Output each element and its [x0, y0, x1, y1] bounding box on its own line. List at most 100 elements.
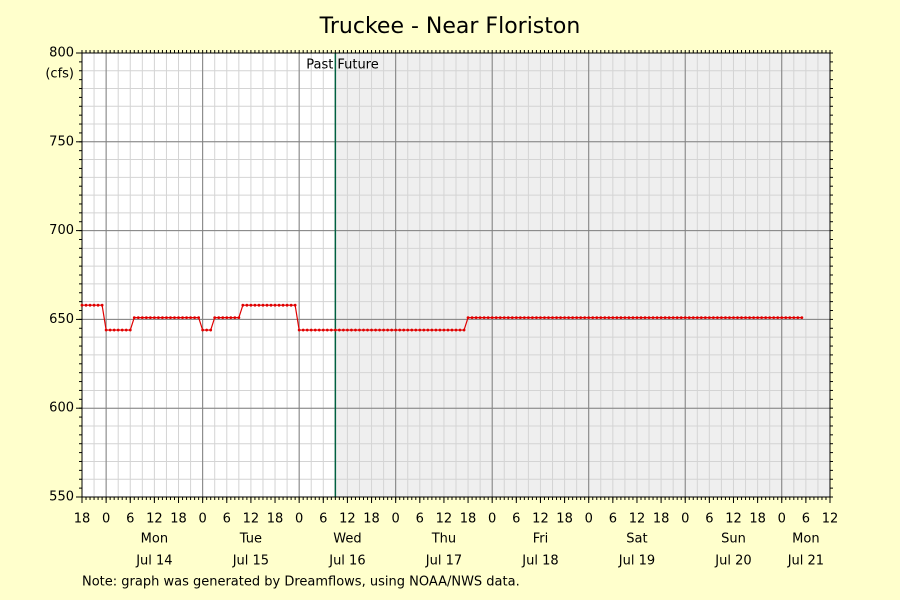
- data-point: [695, 316, 699, 320]
- data-point: [462, 328, 466, 332]
- data-point: [157, 316, 160, 320]
- data-point: [510, 316, 514, 320]
- data-point: [760, 316, 764, 320]
- data-point: [144, 316, 148, 320]
- data-point: [543, 316, 546, 320]
- data-point: [80, 303, 84, 307]
- data-point: [346, 328, 349, 332]
- date-label: Jul 17: [425, 554, 462, 569]
- data-point: [715, 316, 719, 320]
- data-point: [780, 316, 784, 320]
- data-point: [418, 328, 422, 332]
- y-tick-label: 650: [49, 312, 74, 327]
- data-point: [100, 303, 104, 307]
- data-point: [297, 328, 301, 332]
- data-point: [317, 328, 321, 332]
- data-point: [341, 328, 345, 332]
- data-point: [623, 316, 627, 320]
- x-tick-label: 18: [170, 512, 187, 527]
- data-point: [490, 316, 494, 320]
- data-point: [591, 316, 595, 320]
- data-point: [378, 328, 381, 332]
- y-tick-label: 600: [49, 401, 74, 416]
- data-point: [724, 316, 727, 320]
- x-tick-label: 12: [532, 512, 549, 527]
- data-point: [659, 316, 663, 320]
- data-point: [703, 316, 707, 320]
- data-point: [478, 316, 482, 320]
- y-tick-label: 750: [49, 134, 74, 149]
- data-point: [161, 316, 164, 320]
- data-point: [647, 316, 651, 320]
- data-point: [619, 316, 623, 320]
- plot-frame: [81, 52, 831, 498]
- data-point: [261, 303, 265, 307]
- data-point: [313, 328, 317, 332]
- x-tick-label: 12: [436, 512, 453, 527]
- data-point: [374, 328, 377, 332]
- x-tick-label: 12: [725, 512, 742, 527]
- x-tick-label: 6: [319, 512, 327, 527]
- x-tick-label: 6: [512, 512, 520, 527]
- data-point: [631, 316, 635, 320]
- x-tick-label: 0: [488, 512, 496, 527]
- x-tick-label: 18: [749, 512, 766, 527]
- data-point: [273, 303, 277, 307]
- data-point: [559, 316, 562, 320]
- footnote: Note: graph was generated by Dreamflows,…: [82, 575, 520, 590]
- data-point: [639, 316, 643, 320]
- data-point: [551, 316, 554, 320]
- data-point: [571, 316, 575, 320]
- data-point: [350, 328, 353, 332]
- data-point: [165, 316, 168, 320]
- data-point: [177, 316, 180, 320]
- data-point: [148, 316, 152, 320]
- data-point: [265, 303, 269, 307]
- data-point: [366, 328, 369, 332]
- date-label: Jul 21: [787, 554, 824, 569]
- data-point: [599, 316, 603, 320]
- data-point: [744, 316, 747, 320]
- data-point: [337, 328, 341, 332]
- x-tick-label: 6: [126, 512, 134, 527]
- data-point: [531, 316, 534, 320]
- data-point: [764, 316, 768, 320]
- data-point: [285, 303, 289, 307]
- data-point: [301, 328, 305, 332]
- data-point: [494, 316, 498, 320]
- date-label: Jul 14: [135, 554, 172, 569]
- data-point: [502, 316, 506, 320]
- data-point: [470, 316, 474, 320]
- data-point: [281, 303, 285, 307]
- x-tick-label: 0: [295, 512, 303, 527]
- data-point: [422, 328, 426, 332]
- data-point: [506, 316, 510, 320]
- data-point: [229, 316, 233, 320]
- y-axis-label: (cfs): [45, 67, 74, 82]
- x-tick-label: 18: [460, 512, 477, 527]
- data-point: [555, 316, 558, 320]
- date-label: Jul 19: [618, 554, 655, 569]
- data-point: [209, 328, 213, 332]
- data-point: [595, 316, 599, 320]
- data-point: [406, 328, 410, 332]
- data-point: [398, 328, 402, 332]
- data-point: [567, 316, 571, 320]
- data-point: [635, 316, 639, 320]
- data-point: [514, 316, 518, 320]
- data-point: [132, 316, 136, 320]
- data-point: [526, 316, 530, 320]
- x-tick-label: 0: [102, 512, 110, 527]
- x-tick-label: 0: [199, 512, 207, 527]
- data-point: [185, 316, 188, 320]
- data-point: [289, 303, 293, 307]
- data-point: [627, 316, 631, 320]
- y-tick-label: 700: [49, 223, 74, 238]
- data-point: [309, 328, 313, 332]
- x-tick-label: 6: [609, 512, 617, 527]
- data-point: [386, 328, 390, 332]
- data-point: [732, 316, 735, 320]
- data-point: [426, 328, 430, 332]
- y-tick-label: 800: [49, 46, 74, 61]
